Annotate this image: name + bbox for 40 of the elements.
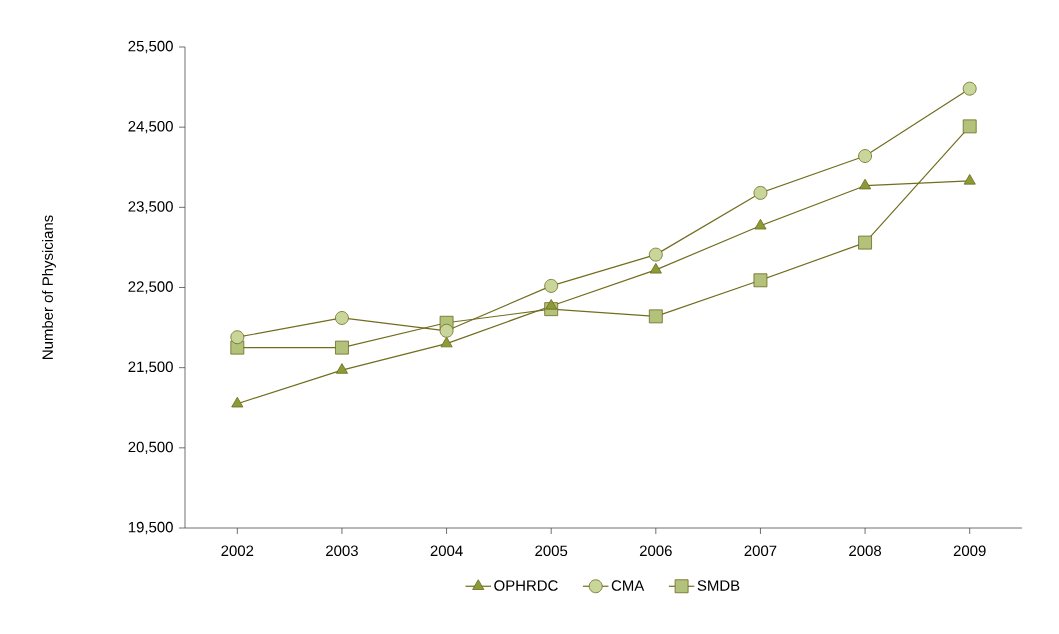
x-tick-label: 2002: [221, 545, 254, 557]
y-tick-label: 20,500: [128, 441, 173, 454]
point: [754, 218, 767, 230]
y-tick-label: 23,500: [128, 201, 173, 214]
point: [859, 178, 872, 190]
x-tick-label: 2004: [430, 545, 463, 557]
y-axis-title: Number of Physicians: [42, 215, 56, 359]
point: [440, 336, 453, 348]
point: [335, 311, 349, 325]
point: [439, 323, 454, 338]
point: [962, 119, 977, 134]
y-tick-label: 25,500: [128, 40, 173, 54]
y-tick-label: 21,500: [128, 361, 173, 374]
x-tick-label: 2008: [849, 545, 882, 557]
x-tick-label: 2003: [326, 545, 358, 557]
point: [858, 149, 872, 163]
x-tick-label: 2009: [953, 545, 986, 557]
x-tick-label: 2005: [535, 545, 568, 557]
point: [753, 186, 768, 200]
point: [545, 299, 558, 310]
point: [858, 235, 872, 250]
point: [335, 363, 348, 374]
point: [753, 273, 768, 288]
point: [962, 81, 977, 96]
point: [648, 309, 663, 324]
y-tick-label: 19,500: [128, 521, 173, 535]
y-tick-label: 24,500: [128, 120, 173, 134]
legend-label: OPHRDC: [494, 580, 558, 591]
x-tick-label: 2007: [744, 545, 777, 557]
legend-label: CMA: [611, 580, 645, 591]
point: [230, 330, 245, 345]
point: [231, 396, 244, 408]
point: [649, 262, 662, 274]
legend-label: SMDB: [697, 580, 740, 591]
point: [544, 278, 559, 293]
point: [963, 173, 976, 185]
x-tick-label: 2006: [639, 545, 672, 557]
point: [335, 340, 349, 355]
y-tick-label: 22,500: [128, 281, 173, 294]
point: [648, 247, 663, 262]
